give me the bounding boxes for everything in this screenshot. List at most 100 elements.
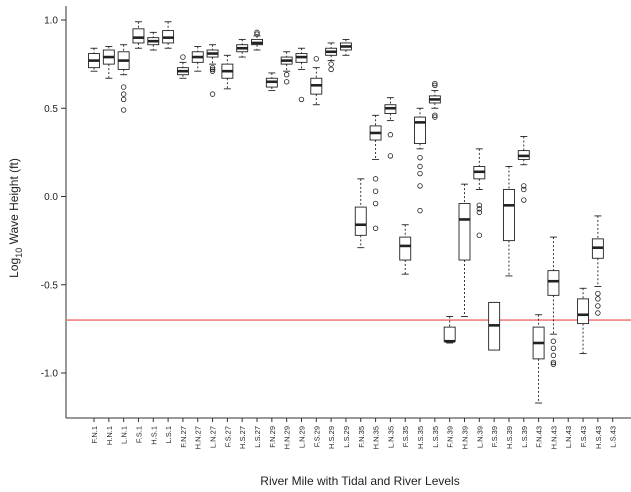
box-group (354, 178, 367, 249)
box-group (88, 47, 100, 72)
box-iqr (547, 270, 560, 296)
outlier-point (476, 202, 483, 209)
x-tick-label: F.S.35 (401, 426, 410, 447)
outlier-point (254, 31, 260, 37)
box-group (265, 72, 278, 92)
outlier-point (328, 66, 334, 73)
outlier-point (417, 183, 423, 189)
outlier-point (120, 84, 127, 90)
outlier-point (209, 91, 216, 97)
box-group (488, 301, 501, 351)
outlier-point (372, 188, 379, 194)
x-tick-label: H.S.27 (238, 426, 247, 449)
box-group (147, 31, 160, 51)
outlier-point (550, 338, 557, 344)
outlier-point (387, 132, 394, 138)
box-group (162, 21, 175, 49)
box-group (280, 51, 293, 85)
outlier-point (283, 79, 290, 85)
x-tick-label: H.S.43 (594, 426, 603, 449)
y-tick-label: -0.5 (41, 280, 59, 291)
outlier-point (521, 197, 527, 203)
outlier-point (595, 303, 601, 309)
x-tick-label: F.N.1 (90, 426, 99, 444)
x-tick-label: F.S.29 (312, 426, 321, 447)
x-tick-label: L.N.43 (564, 426, 573, 448)
box-group (176, 54, 189, 79)
box-group (310, 56, 323, 106)
outlier-point (417, 163, 423, 170)
box-group (132, 21, 145, 49)
outlier-point (417, 154, 423, 161)
box-group (102, 46, 115, 79)
x-tick-label: L.S.35 (431, 426, 440, 448)
outlier-point (595, 296, 601, 302)
box-group (591, 215, 604, 316)
box-group (236, 38, 249, 58)
box-iqr (503, 188, 515, 242)
box-group (221, 54, 234, 90)
outlier-point (372, 225, 379, 231)
x-tick-label: H.S.1 (149, 426, 158, 445)
box-iqr (443, 326, 456, 342)
x-tick-label: F.N.39 (446, 426, 455, 448)
box-group (384, 97, 397, 159)
outlier-point (550, 359, 557, 366)
y-tick-label: 0.5 (44, 104, 58, 115)
box-group (458, 183, 471, 317)
x-tick-label: L.S.1 (164, 426, 173, 444)
box-group (577, 287, 590, 355)
box-group (414, 107, 426, 214)
box-group (191, 46, 204, 72)
outlier-point (209, 68, 216, 74)
y-axis-title: Log10 Wave Height (ft) (7, 158, 24, 278)
y-axis-title-prefix: Log (7, 258, 21, 278)
box-group (547, 236, 560, 367)
outlier-point (328, 61, 334, 67)
outlier-point (432, 82, 438, 89)
box-group (532, 314, 545, 404)
box-iqr (399, 236, 412, 261)
outlier-point (432, 114, 438, 120)
box-group (473, 148, 486, 239)
outlier-point (476, 206, 483, 212)
y-axis-title-suffix: Wave Height (ft) (7, 158, 21, 248)
x-tick-label: H.N.27 (194, 426, 203, 449)
x-tick-label: H.N.1 (105, 426, 114, 445)
outlier-point (432, 112, 438, 119)
box-series (88, 21, 604, 404)
outlier-point (521, 186, 527, 193)
box-group (517, 136, 530, 203)
box-group (428, 80, 441, 120)
outlier-point (417, 207, 423, 214)
outlier-point (254, 29, 260, 36)
box-iqr (577, 298, 590, 325)
outlier-point (521, 183, 527, 189)
outlier-point (120, 96, 127, 103)
box-iqr (354, 206, 367, 236)
outlier-point (550, 345, 557, 351)
x-tick-label: H.S.39 (505, 426, 514, 449)
x-tick-label: F.N.27 (179, 426, 188, 448)
outlier-point (209, 66, 216, 73)
outlier-point (313, 56, 319, 62)
y-axis: 1.0 0.5 0.0 -0.5 -1.0 (41, 16, 66, 380)
outlier-point (372, 176, 379, 182)
box-group (443, 316, 456, 344)
outlier-point (120, 91, 127, 97)
x-tick-label: F.N.29 (268, 426, 277, 448)
box-group (325, 42, 338, 73)
x-tick-label: L.S.43 (609, 426, 618, 448)
y-tick-label: 0.0 (44, 192, 58, 203)
outlier-point (550, 352, 557, 359)
box-group (295, 47, 308, 103)
outlier-point (298, 96, 305, 103)
box-group (339, 38, 352, 56)
x-tick-label: L.S.27 (253, 426, 262, 448)
outlier-point (476, 209, 483, 216)
x-tick-label: H.N.29 (283, 426, 292, 449)
x-tick-label: F.S.1 (134, 426, 143, 443)
x-tick-label: F.S.39 (490, 426, 499, 447)
outlier-point (595, 310, 601, 316)
